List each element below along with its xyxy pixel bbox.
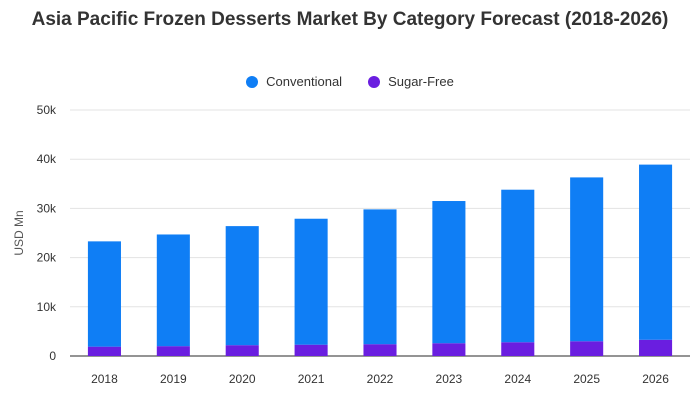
x-tick-label: 2026 [642, 372, 669, 386]
x-tick-label: 2022 [367, 372, 394, 386]
legend-swatch-conventional [246, 75, 259, 88]
y-tick-label: 0 [49, 349, 56, 363]
bar-conventional-2021 [294, 218, 328, 345]
y-tick-label: 50k [37, 103, 57, 117]
bar-conventional-2024 [501, 189, 535, 343]
legend-item-sugar-free[interactable]: Sugar-Free [368, 74, 454, 89]
bar-sugar-free-2024 [501, 342, 535, 356]
bar-sugar-free-2023 [432, 343, 466, 356]
bar-sugar-free-2026 [639, 339, 673, 356]
x-tick-label: 2025 [573, 372, 600, 386]
x-tick-label: 2019 [160, 372, 187, 386]
x-tick-label: 2024 [504, 372, 531, 386]
x-tick-label: 2023 [436, 372, 463, 386]
bar-sugar-free-2021 [294, 344, 328, 356]
bar-conventional-2018 [87, 241, 121, 347]
legend-swatch-sugar-free [368, 75, 381, 88]
bar-sugar-free-2020 [225, 345, 259, 356]
y-tick-label: 40k [37, 152, 57, 166]
bar-conventional-2022 [363, 209, 397, 345]
legend-label-sugar-free: Sugar-Free [388, 74, 454, 89]
bar-sugar-free-2022 [363, 344, 397, 356]
bar-conventional-2026 [639, 164, 673, 340]
x-tick-label: 2020 [229, 372, 256, 386]
chart-title: Asia Pacific Frozen Desserts Market By C… [31, 9, 669, 30]
y-tick-label: 30k [37, 201, 57, 215]
y-tick-label: 20k [37, 251, 57, 265]
legend-label-conventional: Conventional [266, 74, 343, 89]
bar-conventional-2019 [156, 234, 190, 347]
bar-sugar-free-2025 [570, 341, 604, 356]
bar-sugar-free-2019 [156, 346, 190, 356]
bar-conventional-2025 [570, 177, 604, 342]
y-tick-label: 10k [37, 300, 57, 314]
bar-sugar-free-2018 [87, 346, 121, 356]
legend: Conventional Sugar-Free [0, 74, 700, 89]
x-tick-label: 2021 [298, 372, 325, 386]
legend-item-conventional[interactable]: Conventional [246, 74, 342, 89]
x-tick-label: 2018 [91, 372, 118, 386]
bar-conventional-2020 [225, 226, 259, 346]
y-axis-title: USD Mn [12, 210, 26, 255]
bar-conventional-2023 [432, 201, 466, 344]
